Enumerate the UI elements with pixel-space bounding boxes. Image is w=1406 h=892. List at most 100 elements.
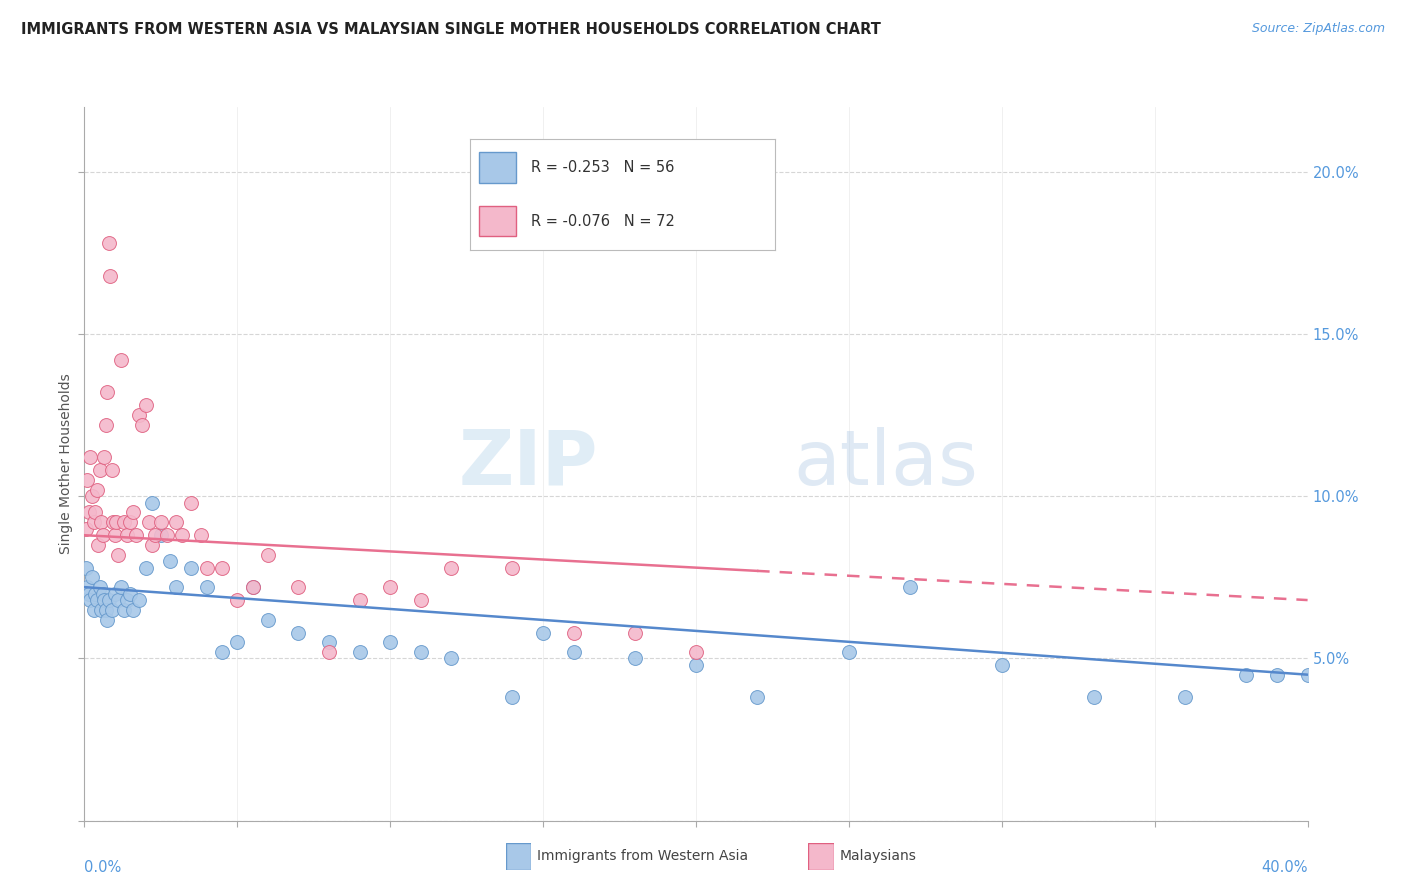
Point [180, 560, 202, 574]
Point [77, 586, 100, 600]
Point [143, 528, 166, 542]
Point [115, 528, 138, 542]
Point [242, 580, 264, 594]
Point [287, 625, 309, 640]
Point [242, 580, 264, 594]
Point [131, 417, 153, 432]
Point [624, 625, 647, 640]
Point [991, 657, 1014, 672]
Y-axis label: Single Mother Households: Single Mother Households [59, 374, 73, 554]
Point [685, 657, 707, 672]
Point [96, 385, 118, 400]
Point [120, 586, 142, 600]
Point [226, 593, 249, 607]
Point [104, 528, 127, 542]
Text: Immigrants from Western Asia: Immigrants from Western Asia [537, 849, 748, 863]
Point [97, 236, 120, 251]
Point [135, 560, 157, 574]
Point [112, 515, 135, 529]
Point [380, 580, 402, 594]
Point [898, 580, 921, 594]
Text: Source: ZipAtlas.com: Source: ZipAtlas.com [1251, 22, 1385, 36]
Point [165, 580, 187, 594]
Point [409, 645, 432, 659]
Point [1296, 667, 1319, 681]
Point [86, 593, 108, 607]
Point [128, 408, 150, 422]
Point [107, 593, 129, 607]
Text: 40.0%: 40.0% [1261, 860, 1308, 875]
Point [1174, 690, 1197, 705]
Point [180, 496, 202, 510]
Point [349, 645, 371, 659]
Point [440, 560, 463, 574]
Point [80, 489, 103, 503]
Point [349, 593, 371, 607]
Point [440, 651, 463, 665]
Point [149, 528, 172, 542]
Point [93, 450, 115, 465]
Point [120, 515, 142, 529]
Point [94, 603, 117, 617]
Point [110, 353, 132, 368]
Point [409, 593, 432, 607]
Bar [479, 153, 516, 184]
Point [562, 645, 585, 659]
Point [502, 560, 524, 574]
Point [86, 483, 108, 497]
Point [93, 593, 115, 607]
Point [84, 506, 107, 520]
Point [195, 560, 218, 574]
Point [380, 635, 402, 649]
Point [89, 580, 111, 594]
Point [89, 463, 111, 477]
Point [156, 528, 179, 542]
Point [107, 548, 129, 562]
Point [747, 690, 769, 705]
Point [257, 548, 280, 562]
Point [257, 613, 280, 627]
Point [318, 635, 340, 649]
Point [115, 593, 138, 607]
Point [76, 473, 98, 487]
Point [101, 603, 124, 617]
Point [165, 515, 187, 529]
Point [80, 570, 103, 584]
Point [79, 450, 101, 465]
Point [94, 417, 117, 432]
Point [172, 528, 194, 542]
Point [101, 463, 124, 477]
Point [1083, 690, 1105, 705]
Point [84, 586, 107, 600]
Text: atlas: atlas [794, 427, 979, 500]
Point [624, 651, 647, 665]
Point [90, 603, 112, 617]
Point [125, 528, 148, 542]
Text: Malaysians: Malaysians [839, 849, 917, 863]
Point [135, 399, 157, 413]
Point [103, 515, 125, 529]
Point [226, 635, 249, 649]
Point [83, 603, 105, 617]
Point [128, 593, 150, 607]
Point [685, 645, 707, 659]
Text: R = -0.076   N = 72: R = -0.076 N = 72 [531, 213, 675, 228]
Bar [479, 205, 516, 236]
Point [195, 580, 218, 594]
Point [91, 528, 114, 542]
Point [83, 515, 105, 529]
Point [87, 538, 110, 552]
Point [90, 515, 112, 529]
Point [159, 554, 181, 568]
Point [98, 268, 121, 283]
Point [562, 625, 585, 640]
Point [138, 515, 160, 529]
Text: 0.0%: 0.0% [84, 860, 121, 875]
Point [141, 538, 163, 552]
Point [1265, 667, 1288, 681]
Point [104, 586, 127, 600]
Point [122, 506, 145, 520]
Point [91, 586, 114, 600]
Point [76, 580, 98, 594]
Point [79, 593, 101, 607]
